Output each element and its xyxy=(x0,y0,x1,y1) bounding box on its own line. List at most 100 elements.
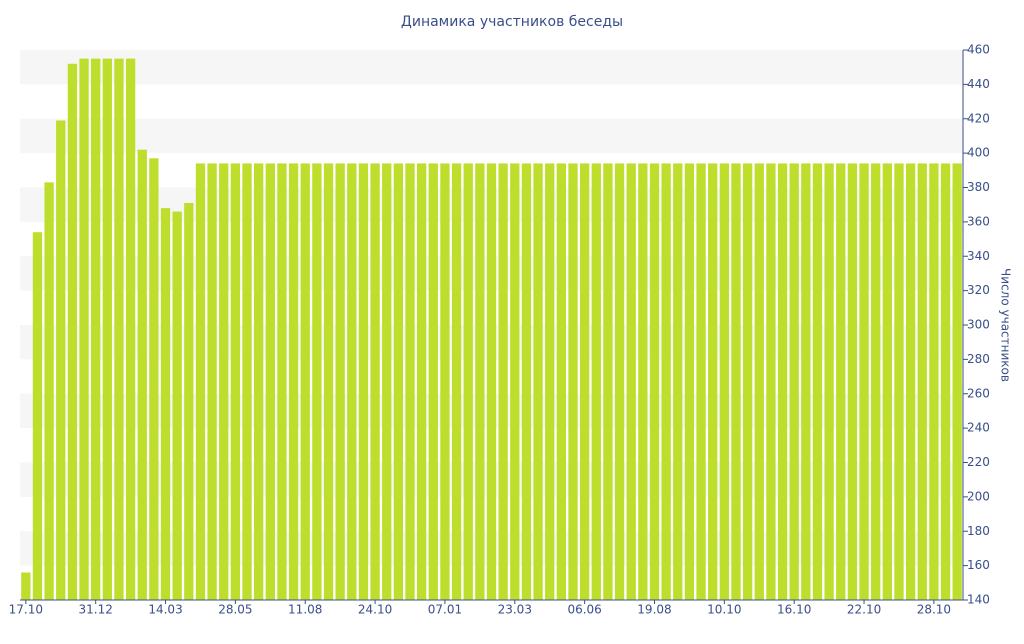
x-tick-label: 28.05 xyxy=(218,603,252,617)
y-tick-label: 200 xyxy=(967,489,990,503)
x-tick-label: 11.08 xyxy=(288,603,322,617)
bar xyxy=(510,163,520,600)
bar xyxy=(673,163,683,600)
bar xyxy=(79,58,89,600)
bar xyxy=(742,163,753,600)
bar xyxy=(801,163,811,600)
y-tick-label: 420 xyxy=(967,111,990,125)
bar xyxy=(789,163,799,600)
bar xyxy=(486,163,497,600)
bar xyxy=(160,208,171,600)
bar xyxy=(661,163,671,600)
bar xyxy=(393,163,404,600)
y-tick-label: 260 xyxy=(967,386,990,400)
bar xyxy=(591,163,601,600)
y-tick-label: 400 xyxy=(967,146,990,160)
bar xyxy=(940,163,951,600)
y-tick-label: 160 xyxy=(967,558,990,572)
x-tick-label: 24.10 xyxy=(358,603,392,617)
bar xyxy=(184,202,194,600)
x-tick-label: 19.08 xyxy=(637,603,671,617)
x-tick-label: 17.10 xyxy=(9,603,43,617)
bar xyxy=(859,163,869,600)
bar xyxy=(428,163,438,600)
bar xyxy=(696,163,706,600)
bar xyxy=(498,163,508,600)
bar xyxy=(929,163,939,600)
bar xyxy=(335,163,345,600)
bar xyxy=(882,163,892,600)
bar xyxy=(137,149,147,600)
y-tick-label: 240 xyxy=(967,421,990,435)
bar xyxy=(288,163,299,600)
bar xyxy=(347,163,357,600)
y-tick-label: 380 xyxy=(967,180,990,194)
bar xyxy=(521,163,532,600)
bar xyxy=(405,163,415,600)
bar xyxy=(475,163,485,600)
x-tick-label: 16.10 xyxy=(777,603,811,617)
bar xyxy=(905,163,916,600)
bar xyxy=(172,211,182,600)
bar xyxy=(195,163,206,600)
bar xyxy=(684,163,695,600)
bar xyxy=(277,163,287,600)
bar xyxy=(451,163,462,600)
bar xyxy=(149,158,159,600)
bar xyxy=(824,163,834,600)
bar xyxy=(91,58,101,600)
bar xyxy=(533,163,543,600)
bar xyxy=(300,163,310,600)
bar xyxy=(102,58,112,600)
bar xyxy=(766,163,776,600)
bar xyxy=(731,163,741,600)
bar xyxy=(230,163,241,600)
y-tick-label: 460 xyxy=(967,43,990,57)
bar xyxy=(125,58,136,600)
bar xyxy=(323,163,334,600)
bar xyxy=(871,163,881,600)
bar xyxy=(242,163,252,600)
y-axis-label: Число участников xyxy=(999,268,1013,382)
y-tick-label: 220 xyxy=(967,455,990,469)
y-tick-label: 280 xyxy=(967,352,990,366)
bar xyxy=(207,163,217,600)
bar xyxy=(416,163,427,600)
bar xyxy=(312,163,322,600)
bar xyxy=(56,120,66,600)
bar xyxy=(754,163,764,600)
x-tick-label: 22.10 xyxy=(847,603,881,617)
y-tick-label: 440 xyxy=(967,77,990,91)
bar xyxy=(708,163,718,600)
bar xyxy=(67,63,78,600)
x-tick-label: 23.03 xyxy=(498,603,532,617)
bar xyxy=(370,163,380,600)
bar xyxy=(603,163,613,600)
bar xyxy=(556,163,567,600)
bar xyxy=(265,163,275,600)
x-tick-label: 10.10 xyxy=(707,603,741,617)
bar xyxy=(545,163,555,600)
bar xyxy=(777,163,788,600)
x-tick-label: 14.03 xyxy=(148,603,182,617)
y-tick-label: 180 xyxy=(967,524,990,538)
bar xyxy=(440,163,450,600)
bar xyxy=(44,182,54,600)
x-tick-label: 06.06 xyxy=(567,603,601,617)
bar xyxy=(638,163,648,600)
background-stripe xyxy=(20,118,963,154)
bar xyxy=(382,163,392,600)
bar xyxy=(463,163,473,600)
bar xyxy=(812,163,823,600)
bar xyxy=(719,163,729,600)
bar xyxy=(21,572,31,600)
bar xyxy=(626,163,636,600)
bar xyxy=(579,163,590,600)
bar xyxy=(836,163,846,600)
x-tick-label: 31.12 xyxy=(78,603,112,617)
bar xyxy=(254,163,264,600)
bar xyxy=(568,163,578,600)
bar xyxy=(32,232,43,600)
bar xyxy=(614,163,625,600)
